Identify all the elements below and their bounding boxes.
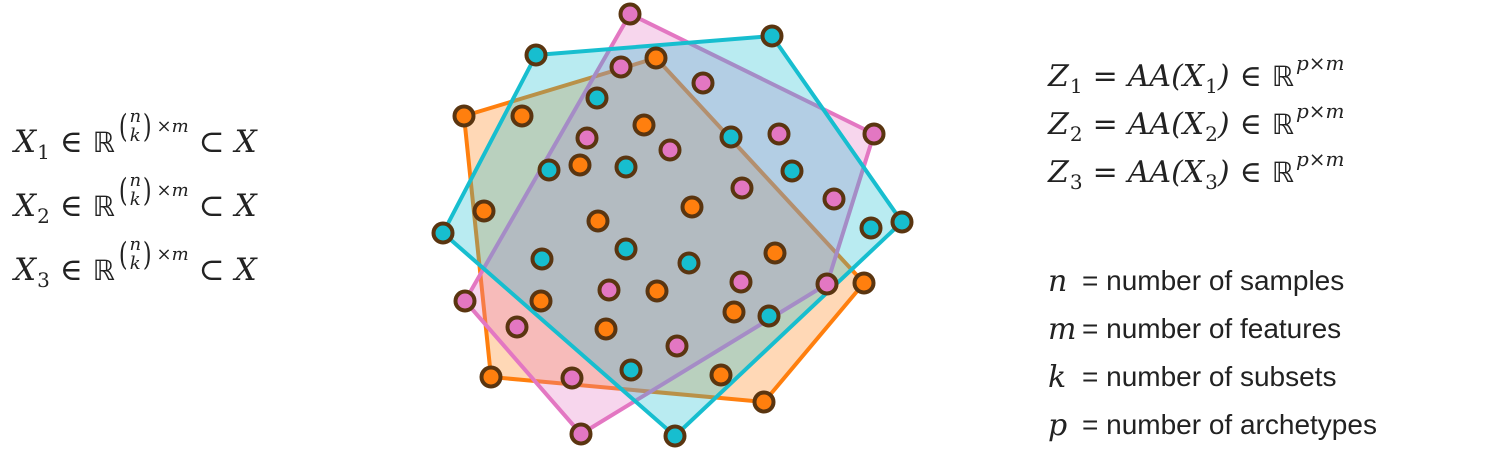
cyan-data-point: [757, 304, 781, 328]
pink-data-point: [729, 270, 753, 294]
pink-data-point: [822, 187, 846, 211]
var: X: [14, 124, 37, 160]
cyan-data-point: [619, 358, 643, 382]
orange-data-point: [594, 317, 618, 341]
var: X: [14, 188, 37, 224]
element-of-symbol: ∈: [59, 188, 83, 224]
binomial: n k: [129, 170, 142, 210]
variable-definitions: n = number of samples m = number of feat…: [1048, 257, 1478, 449]
cyan-data-point: [537, 158, 561, 182]
subset-symbol: ⊂: [198, 252, 225, 288]
definition-p: p = number of archetypes: [1048, 407, 1377, 443]
orange-data-point: [632, 113, 656, 137]
pink-data-point: [815, 272, 839, 296]
cyan-data-point: [719, 125, 743, 149]
orange-data-point: [752, 390, 776, 414]
orange-data-point: [680, 195, 704, 219]
subscript: 2: [37, 204, 50, 228]
definition-m: m = number of features: [1048, 311, 1342, 347]
pink-hull: [463, 12, 876, 436]
dimension-superscript: ( n k ) ×m: [118, 106, 189, 146]
cyan-data-point: [760, 24, 784, 48]
pink-data-point: [665, 334, 689, 358]
orange-data-point: [529, 289, 553, 313]
subset-symbol: ⊂: [198, 124, 225, 160]
pink-data-point: [560, 366, 584, 390]
subscript: 1: [37, 140, 50, 164]
pink-data-point: [862, 122, 886, 146]
orange-data-point: [709, 363, 733, 387]
cyan-data-point: [530, 247, 554, 271]
orange-data-point: [479, 365, 503, 389]
orange-data-point: [852, 271, 876, 295]
var: X: [14, 252, 37, 288]
cyan-data-point: [614, 237, 638, 261]
definition-n: n = number of samples: [1048, 263, 1345, 299]
orange-data-point: [645, 279, 669, 303]
orange-data-point: [763, 241, 787, 265]
cyan-data-point: [585, 86, 609, 110]
cyan-data-point: [663, 424, 687, 448]
subscript: 3: [37, 268, 50, 292]
dimension-superscript: ( n k ) ×m: [118, 234, 189, 274]
orange-data-point: [722, 300, 746, 324]
pink-data-point: [453, 289, 477, 313]
cyan-data-point: [524, 43, 548, 67]
real-numbers-symbol: ℝ: [92, 253, 115, 287]
dimension-superscript: ( n k ) ×m: [118, 170, 189, 210]
cyan-data-point: [859, 216, 883, 240]
pink-data-point: [569, 422, 593, 446]
cyan-data-point: [780, 159, 804, 183]
element-of-symbol: ∈: [59, 124, 83, 160]
pink-data-point: [575, 126, 599, 150]
cyan-data-point: [890, 210, 914, 234]
superset-var: X: [234, 188, 257, 224]
pink-data-point: [618, 2, 642, 26]
pink-data-point: [691, 71, 715, 95]
cyan-data-point: [677, 251, 701, 275]
pink-data-point: [730, 176, 754, 200]
element-of-symbol: ∈: [59, 252, 83, 288]
pink-data-point: [658, 138, 682, 162]
pink-data-point: [597, 278, 621, 302]
pink-data-point: [767, 122, 791, 146]
real-numbers-symbol: ℝ: [92, 125, 115, 159]
orange-data-point: [586, 209, 610, 233]
pink-data-point: [505, 315, 529, 339]
superset-var: X: [234, 124, 257, 160]
superset-var: X: [234, 252, 257, 288]
data-points: [431, 2, 914, 448]
subset-symbol: ⊂: [198, 188, 225, 224]
binomial: n k: [129, 234, 142, 274]
cyan-data-point: [614, 155, 638, 179]
orange-data-point: [568, 153, 592, 177]
definition-k: k = number of subsets: [1048, 359, 1337, 395]
cyan-data-point: [431, 221, 455, 245]
orange-data-point: [452, 104, 476, 128]
binomial: n k: [129, 106, 142, 146]
real-numbers-symbol: ℝ: [92, 189, 115, 223]
orange-data-point: [472, 199, 496, 223]
pink-data-point: [609, 55, 633, 79]
orange-data-point: [644, 46, 668, 70]
orange-data-point: [510, 104, 534, 128]
